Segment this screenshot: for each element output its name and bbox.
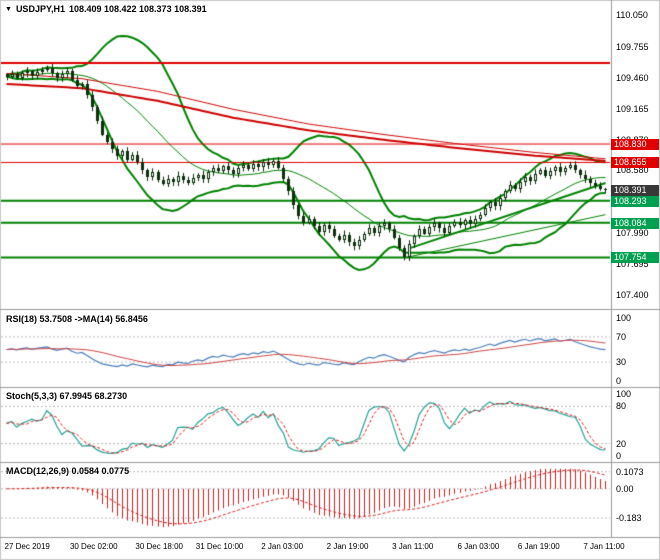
- time-axis-label: 6 Jan 19:00: [517, 542, 560, 551]
- price-badge: 108.084: [611, 217, 659, 229]
- price-badge: 108.391: [611, 185, 659, 197]
- time-axis-label: 30 Dec 02:00: [69, 542, 118, 551]
- price-badge: 108.293: [611, 195, 659, 207]
- price-badge: 108.830: [611, 139, 659, 151]
- chart-title: ▼ USDJPY,H1 108.409 108.422 108.373 108.…: [5, 4, 207, 14]
- macd-scale-label: 0.1073: [616, 466, 644, 477]
- rsi-scale-label: 100: [616, 313, 632, 323]
- time-axis-label: 7 Jan 11:00: [583, 542, 625, 551]
- rsi-indicator-label: RSI(18) 53.7508 ->MA(14) 56.8456: [6, 314, 148, 324]
- price-axis-label: 110.050: [616, 10, 648, 21]
- time-axis-label: 2 Jan 19:00: [326, 542, 369, 551]
- time-axis-label: 3 Jan 11:00: [392, 542, 434, 551]
- price-axis-label: 109.755: [616, 41, 649, 52]
- macd-scale-label: -0.183: [616, 513, 642, 524]
- price-axis-label: 107.400: [616, 289, 649, 300]
- ohlc-values: 108.409 108.422 108.373 108.391: [68, 4, 207, 14]
- time-axis-label: 6 Jan 03:00: [457, 542, 500, 551]
- price-axis-label: 107.990: [616, 227, 649, 238]
- stoch-scale-label: 0: [616, 451, 622, 461]
- stoch-scale-label: 100: [616, 389, 632, 399]
- price-badge: 108.655: [611, 157, 659, 169]
- stoch-scale-label: 80: [616, 401, 627, 412]
- macd-indicator-label: MACD(12,26,9) 0.0584 0.0775: [6, 466, 130, 476]
- price-axis-label: 109.460: [616, 72, 649, 83]
- price-axis[interactable]: 110.050109.755109.460109.165108.870108.5…: [611, 0, 660, 538]
- time-axis-label: 30 Dec 18:00: [135, 542, 183, 551]
- time-axis-label: 31 Dec 10:00: [195, 542, 244, 551]
- rsi-scale-label: 30: [616, 357, 627, 368]
- macd-scale-label: 0.00: [616, 483, 634, 494]
- rsi-scale-label: 70: [616, 331, 627, 342]
- symbol-timeframe-label: USDJPY,H1: [15, 4, 65, 14]
- time-axis-label: 27 Dec 2019: [4, 542, 50, 551]
- price-axis-label: 109.165: [616, 103, 649, 114]
- stoch-scale-label: 20: [616, 438, 627, 449]
- price-axis-label: 108.580: [616, 165, 649, 176]
- symbol-marker-icon[interactable]: ▼: [5, 5, 12, 13]
- time-axis[interactable]: 27 Dec 2019 30 Dec 02:00 30 Dec 18:00 31 De…: [0, 538, 625, 560]
- price-axis-label: 107.695: [616, 258, 649, 269]
- rsi-scale-label: 0: [616, 376, 622, 386]
- price-badge: 107.754: [611, 252, 659, 264]
- stoch-indicator-label: Stoch(5,3,3) 67.9945 68.2730: [6, 391, 128, 401]
- time-axis-label: 2 Jan 03:00: [261, 542, 304, 551]
